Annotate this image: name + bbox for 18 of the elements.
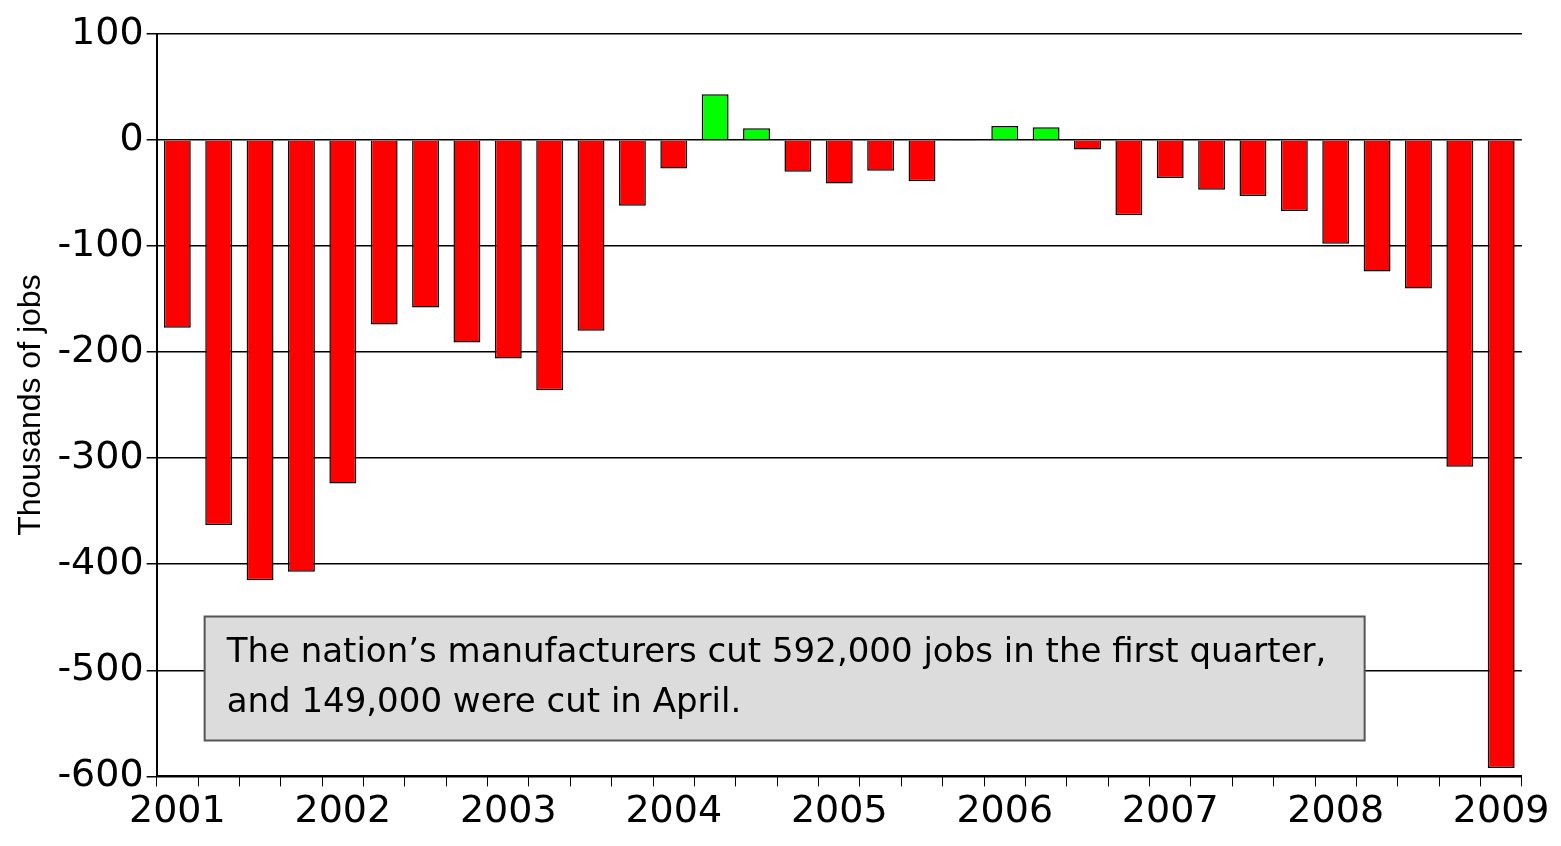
x-tick-label: 2003 — [459, 787, 557, 832]
x-tick-label: 2005 — [790, 787, 888, 832]
y-tick-label: -100 — [57, 220, 144, 265]
y-tick-label: 100 — [71, 8, 144, 53]
annotation: The nation’s manufacturers cut 592,000 jobs in the first quarter, and 149,000 were cut in April. — [225, 630, 1327, 721]
x-tick-label: 2006 — [956, 787, 1054, 832]
x-tick-label: 2008 — [1287, 787, 1385, 832]
y-tick-label: -200 — [57, 326, 144, 371]
x-tick-label: 2004 — [625, 787, 723, 832]
y-tick-label: 0 — [119, 114, 144, 159]
y-tick-label: -400 — [57, 539, 144, 584]
x-tick-label: 2001 — [128, 787, 226, 832]
y-tick-label: -500 — [57, 645, 144, 690]
x-tick-label: 2007 — [1121, 787, 1219, 832]
x-tick-label: 2002 — [294, 787, 392, 832]
y-axis-title: Thousands of jobs — [11, 274, 48, 536]
x-tick-label: 2009 — [1452, 787, 1550, 832]
y-tick-label: -300 — [57, 433, 144, 478]
